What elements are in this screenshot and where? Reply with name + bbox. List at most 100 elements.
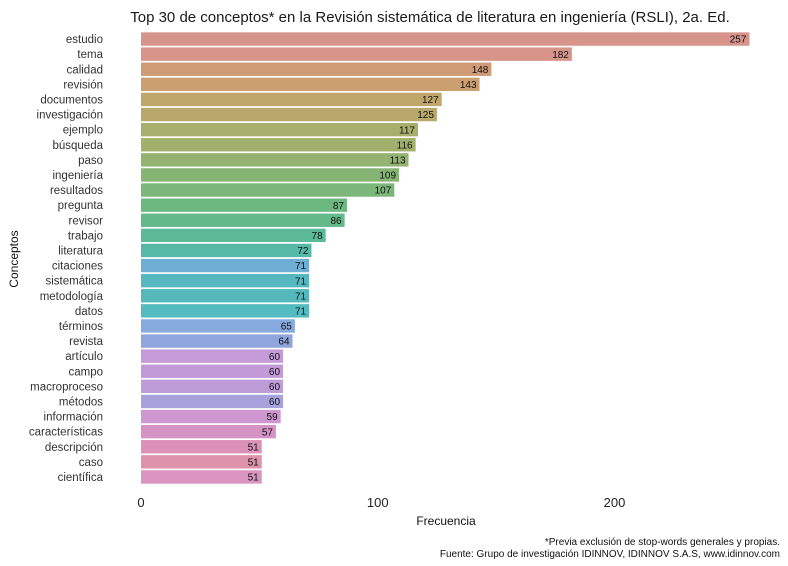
bar-value-label: 71 [295, 276, 307, 287]
bar-value-label: 148 [472, 65, 489, 76]
bar-24 [141, 394, 284, 409]
category-label: paso [78, 155, 103, 167]
bar-22 [141, 364, 284, 378]
category-label: pregunta [58, 200, 104, 212]
bar-27 [141, 440, 262, 454]
bar-12 [141, 213, 345, 227]
bar-value-label: 65 [281, 322, 293, 333]
category-label: ejemplo [63, 125, 103, 137]
bar-value-label: 107 [375, 186, 392, 197]
category-label: revisión [63, 79, 103, 91]
bar-value-label: 117 [399, 125, 415, 136]
bar-1 [141, 47, 572, 61]
bar-19 [141, 319, 295, 333]
bar-13 [141, 228, 326, 243]
x-axis-ticks: 0 100 200 [137, 495, 625, 510]
category-label: artículo [65, 351, 103, 363]
bar-value-label: 72 [297, 246, 309, 257]
bar-11 [141, 198, 347, 212]
bar-value-label: 116 [397, 140, 413, 151]
bar-value-label: 109 [379, 171, 396, 182]
bar-5 [141, 107, 437, 122]
category-label: caso [79, 457, 103, 469]
category-label: revista [69, 336, 103, 348]
bar-value-label: 60 [269, 352, 281, 363]
bar-value-label: 64 [278, 337, 290, 348]
bar-value-label: 60 [269, 397, 281, 408]
y-axis-title: Conceptos [7, 230, 21, 287]
bar-value-label: 86 [330, 216, 342, 227]
category-label: características [29, 427, 103, 439]
category-label: literatura [58, 245, 103, 257]
bar-16 [141, 273, 310, 288]
category-label: calidad [67, 64, 103, 76]
category-label: investigación [37, 110, 103, 122]
x-tick-label: 100 [367, 495, 389, 510]
bar-21 [141, 349, 284, 363]
bar-26 [141, 424, 276, 439]
bar-25 [141, 409, 281, 424]
x-tick-label: 0 [137, 495, 144, 510]
category-label: trabajo [68, 230, 103, 242]
bar-value-label: 60 [269, 367, 281, 378]
category-label: métodos [59, 396, 103, 408]
bars-layer: 2571821481431271251171161131091078786787… [141, 32, 750, 484]
bar-6 [141, 122, 418, 137]
bar-15 [141, 258, 310, 273]
category-label: datos [75, 306, 103, 318]
bar-value-label: 87 [333, 201, 345, 212]
chart-title: Top 30 de conceptos* en la Revisión sist… [130, 9, 730, 26]
bar-9 [141, 168, 400, 182]
bar-18 [141, 304, 310, 318]
bar-28 [141, 455, 262, 469]
bar-3 [141, 77, 480, 92]
category-label: documentos [40, 94, 103, 106]
bar-value-label: 60 [269, 382, 281, 393]
category-label: campo [68, 366, 103, 378]
bar-value-label: 125 [417, 110, 434, 121]
category-label: búsqueda [52, 140, 103, 152]
bar-value-label: 71 [295, 306, 307, 317]
category-label: resultados [50, 185, 103, 197]
category-label: información [44, 412, 103, 424]
bar-value-label: 182 [552, 50, 569, 61]
category-label: macroproceso [30, 381, 103, 393]
bar-value-label: 78 [312, 231, 324, 242]
category-label: científica [58, 472, 104, 484]
bar-14 [141, 243, 312, 258]
bar-23 [141, 379, 284, 394]
category-label: revisor [68, 215, 103, 227]
bar-value-label: 71 [295, 291, 307, 302]
bar-2 [141, 62, 492, 76]
category-label: términos [59, 321, 103, 333]
bar-value-label: 57 [262, 427, 274, 438]
category-label: tema [77, 49, 103, 61]
bar-8 [141, 153, 409, 167]
bar-value-label: 127 [422, 95, 439, 106]
bar-4 [141, 92, 442, 107]
bar-20 [141, 334, 293, 348]
bar-value-label: 113 [390, 155, 406, 166]
caption-note: *Previa exclusión de stop-words generale… [545, 537, 780, 548]
bar-17 [141, 289, 310, 303]
bar-value-label: 143 [460, 80, 477, 91]
bar-29 [141, 470, 262, 484]
bar-0 [141, 32, 750, 46]
category-label: descripción [45, 442, 103, 454]
bar-10 [141, 183, 395, 197]
category-label: metodología [40, 291, 104, 303]
bar-value-label: 71 [295, 261, 307, 272]
x-axis-title: Frecuencia [416, 514, 476, 528]
bar-value-label: 51 [248, 442, 260, 453]
bar-7 [141, 138, 416, 152]
category-label: sistemática [45, 276, 103, 288]
bar-value-label: 51 [248, 473, 260, 484]
bar-value-label: 59 [267, 412, 279, 423]
x-tick-label: 200 [604, 495, 626, 510]
category-labels: estudio tema calidad revisión documentos inve… [29, 34, 104, 484]
category-label: ingeniería [52, 170, 103, 182]
caption-source: Fuente: Grupo de investigación IDINNOV, … [440, 549, 780, 560]
category-label: citaciones [52, 261, 103, 273]
bar-value-label: 51 [248, 457, 260, 468]
